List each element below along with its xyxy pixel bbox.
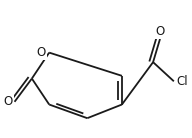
Text: O: O [36,46,46,59]
Text: O: O [155,25,165,38]
Text: O: O [4,95,13,108]
Text: Cl: Cl [176,75,188,88]
